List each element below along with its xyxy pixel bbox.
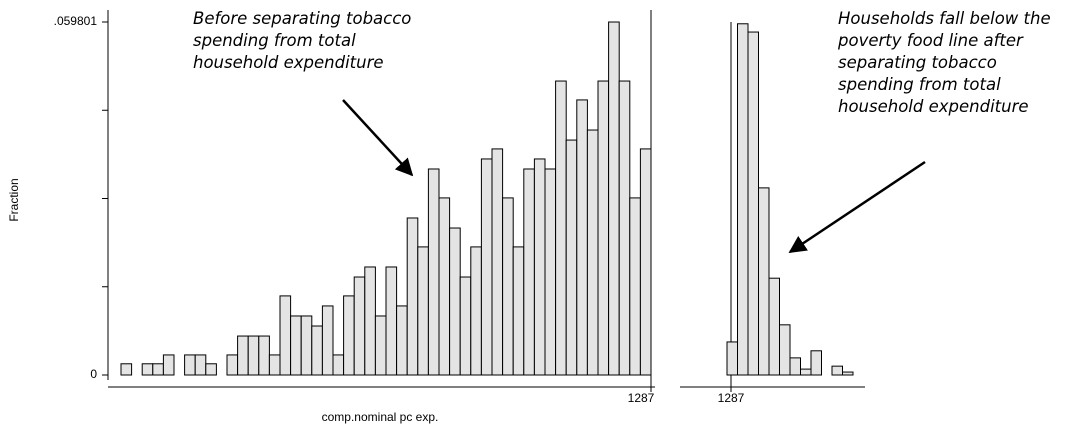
bar: [758, 187, 770, 376]
bar: [789, 357, 801, 376]
bar: [343, 295, 355, 376]
bar: [290, 315, 302, 376]
bar: [779, 324, 791, 376]
bar: [597, 80, 610, 376]
annotation-line: separating tobacco: [838, 53, 997, 72]
y-tick-label: .059801: [54, 14, 98, 28]
bar: [417, 246, 429, 376]
bar: [247, 335, 260, 376]
bar: [184, 354, 196, 376]
bar: [629, 197, 641, 376]
bar: [205, 363, 217, 376]
bar: [226, 354, 239, 376]
bar: [639, 148, 652, 376]
bar: [726, 341, 738, 376]
bar: [512, 246, 525, 376]
bar: [374, 315, 387, 376]
bar: [737, 23, 749, 376]
bar: [586, 129, 599, 376]
x-axis-label: comp.nominal pc exp.: [322, 410, 439, 424]
bar: [576, 99, 588, 376]
bar: [533, 158, 546, 376]
bar: [311, 325, 323, 376]
bar: [491, 148, 504, 376]
bar: [470, 246, 482, 376]
bar: [353, 276, 366, 376]
bar: [162, 354, 175, 376]
bar: [842, 371, 854, 376]
bar: [523, 168, 535, 376]
bar: [120, 363, 133, 376]
annotation-line: spending from total: [193, 31, 356, 50]
bar: [268, 354, 281, 376]
bar: [747, 31, 759, 376]
annotation-line: Before separating tobacco: [193, 9, 412, 28]
bar: [141, 363, 154, 376]
bar: [237, 335, 249, 376]
y-tick-label: 0: [90, 367, 97, 381]
annotation: Before separating tobacco spending from t…: [193, 8, 463, 80]
bar: [396, 305, 408, 376]
bar: [618, 80, 631, 376]
bar: [406, 217, 419, 376]
annotation-line: household expenditure: [193, 53, 384, 72]
y-axis-label: Fraction: [7, 178, 21, 221]
bar: [502, 197, 514, 376]
bar: [768, 277, 780, 376]
annotation-line: poverty food line after: [838, 31, 1023, 50]
bar: [427, 168, 440, 376]
bar: [332, 354, 345, 376]
annotation-line: Households fall below the: [838, 9, 1051, 28]
bar: [152, 363, 164, 376]
bar: [459, 276, 472, 376]
annotation-line: spending from total: [838, 75, 1001, 94]
bar: [321, 305, 334, 376]
x-tick-label: 1287: [628, 391, 655, 405]
bar: [438, 197, 451, 376]
bar: [544, 168, 557, 376]
bar: [449, 227, 461, 376]
bar: [800, 368, 812, 376]
bar: [810, 350, 822, 376]
bar: [555, 80, 567, 376]
annotation: Households fall below the poverty food li…: [838, 8, 1073, 143]
bar: [385, 266, 398, 376]
arrow: [788, 160, 926, 254]
bar: [608, 21, 620, 376]
annotation-line: household expenditure: [838, 97, 1029, 116]
bar: [831, 365, 843, 376]
bar: [300, 315, 313, 376]
bar: [364, 266, 376, 376]
bar: [258, 335, 270, 376]
bar: [480, 158, 493, 376]
arrow: [342, 99, 414, 177]
bar: [279, 295, 292, 376]
bar: [565, 139, 578, 376]
bar: [194, 354, 207, 376]
x-tick-label: 1287: [718, 391, 745, 405]
